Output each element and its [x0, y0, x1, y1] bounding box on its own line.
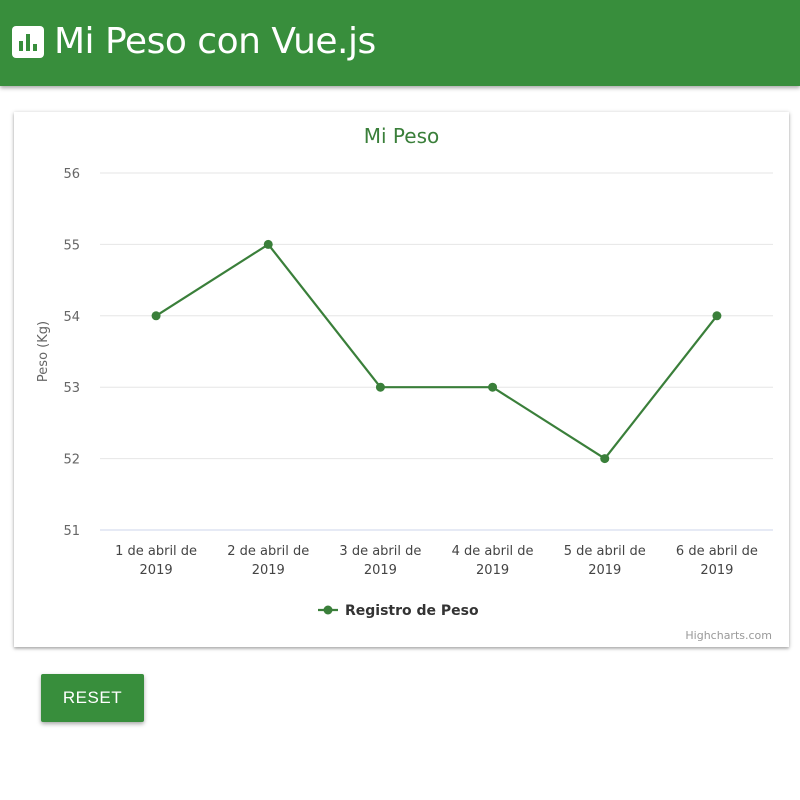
app-title: Mi Peso con Vue.js — [54, 21, 376, 62]
data-point — [488, 382, 498, 392]
reset-button[interactable]: RESET — [41, 674, 144, 722]
data-point — [712, 311, 722, 321]
data-point — [151, 311, 161, 321]
y-tick-label: 53 — [63, 381, 80, 396]
app-bar: Mi Peso con Vue.js — [0, 0, 800, 86]
data-point — [375, 382, 385, 392]
x-tick-label: 1 de abril de — [115, 544, 197, 559]
credits-text: Highcharts.com — [685, 629, 772, 642]
x-tick-label: 5 de abril de — [564, 544, 646, 559]
x-tick-label: 2019 — [364, 563, 397, 578]
y-axis-label: Peso (Kg) — [36, 321, 51, 382]
x-tick-label: 2 de abril de — [227, 544, 309, 559]
chart-title: Mi Peso — [364, 124, 439, 148]
legend-item-label: Registro de Peso — [345, 603, 479, 619]
bar-chart-icon — [12, 26, 44, 58]
y-tick-label: 56 — [63, 167, 80, 182]
series-line — [155, 243, 718, 460]
x-tick-label: 2019 — [476, 563, 509, 578]
legend-marker — [323, 605, 333, 615]
x-tick-label: 2019 — [140, 563, 173, 578]
y-tick-label: 51 — [63, 524, 80, 539]
x-tick-label: 3 de abril de — [339, 544, 421, 559]
x-tick-label: 2019 — [588, 563, 621, 578]
data-point — [263, 239, 273, 249]
weight-chart: Mi Peso 51 52 53 54 55 56 Peso (Kg) 1 de abril d… — [36, 124, 773, 642]
data-point — [600, 454, 610, 464]
y-tick-label: 55 — [63, 238, 80, 253]
y-tick-label: 54 — [63, 310, 80, 325]
x-tick-label: 4 de abril de — [452, 544, 534, 559]
y-tick-label: 52 — [63, 453, 80, 468]
x-tick-label: 2019 — [252, 563, 285, 578]
x-tick-label: 6 de abril de — [676, 544, 758, 559]
chart-card: Mi Peso 51 52 53 54 55 56 Peso (Kg) 1 de abril d… — [14, 112, 789, 647]
x-tick-label: 2019 — [700, 563, 733, 578]
